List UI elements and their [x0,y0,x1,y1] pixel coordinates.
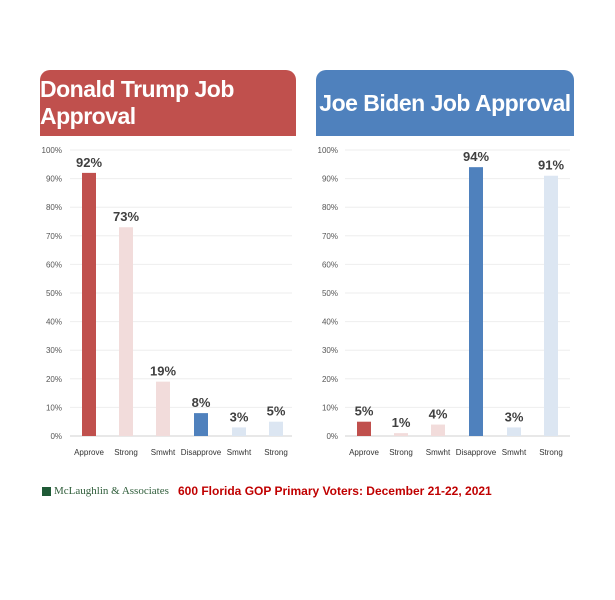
bar [194,413,208,436]
x-category-label: Smwht [502,448,527,457]
x-category-label: Strong [264,448,288,457]
y-tick-label: 50% [322,289,338,298]
y-tick-label: 50% [46,289,62,298]
bar [119,227,133,436]
bar [232,427,246,436]
data-label: 94% [463,149,489,164]
y-tick-label: 90% [322,175,338,184]
y-tick-label: 70% [322,232,338,241]
y-tick-label: 20% [46,375,62,384]
data-label: 5% [355,404,374,419]
bar [431,424,445,436]
x-category-label: Smwht [227,448,252,457]
x-category-label: Disapprove [456,448,497,457]
logo-text: McLaughlin & Associates [54,485,169,497]
y-tick-label: 80% [322,203,338,212]
y-tick-label: 30% [46,346,62,355]
biden-chart-title: Joe Biden Job Approval [316,70,574,136]
footer-note: 600 Florida GOP Primary Voters: December… [178,484,492,498]
bar [82,172,96,436]
data-label: 5% [267,404,286,419]
bar [394,433,408,436]
x-category-label: Disapprove [181,448,222,457]
data-label: 3% [505,409,524,424]
y-tick-label: 30% [322,346,338,355]
bar [507,427,521,436]
y-tick-label: 20% [322,375,338,384]
data-label: 19% [150,364,176,379]
data-label: 1% [392,415,411,430]
x-category-label: Smwht [151,448,176,457]
y-tick-label: 70% [46,232,62,241]
y-tick-label: 100% [42,146,62,155]
x-category-label: Approve [74,448,104,457]
y-tick-label: 0% [326,432,338,441]
bar [544,175,558,437]
y-tick-label: 60% [322,260,338,269]
y-tick-label: 40% [322,318,338,327]
bar [469,167,483,436]
bar [156,381,170,436]
mclaughlin-logo: McLaughlin & Associates [42,485,169,497]
y-tick-label: 40% [46,318,62,327]
data-label: 73% [113,209,139,224]
data-label: 4% [429,407,448,422]
y-tick-label: 10% [322,403,338,412]
y-tick-label: 0% [50,432,62,441]
x-category-label: Strong [539,448,563,457]
logo-mark-icon [42,486,51,496]
y-tick-label: 80% [46,203,62,212]
data-label: 91% [538,158,564,173]
y-tick-label: 90% [46,175,62,184]
x-category-label: Smwht [426,448,451,457]
y-tick-label: 10% [46,403,62,412]
x-category-label: Approve [349,448,379,457]
bar [357,421,371,436]
bar [269,421,283,436]
x-category-label: Strong [114,448,138,457]
data-label: 92% [76,155,102,170]
x-category-label: Strong [389,448,413,457]
data-label: 3% [230,409,249,424]
y-tick-label: 60% [46,260,62,269]
data-label: 8% [192,395,211,410]
trump-chart-title: Donald Trump Job Approval [40,70,296,136]
y-tick-label: 100% [318,146,338,155]
